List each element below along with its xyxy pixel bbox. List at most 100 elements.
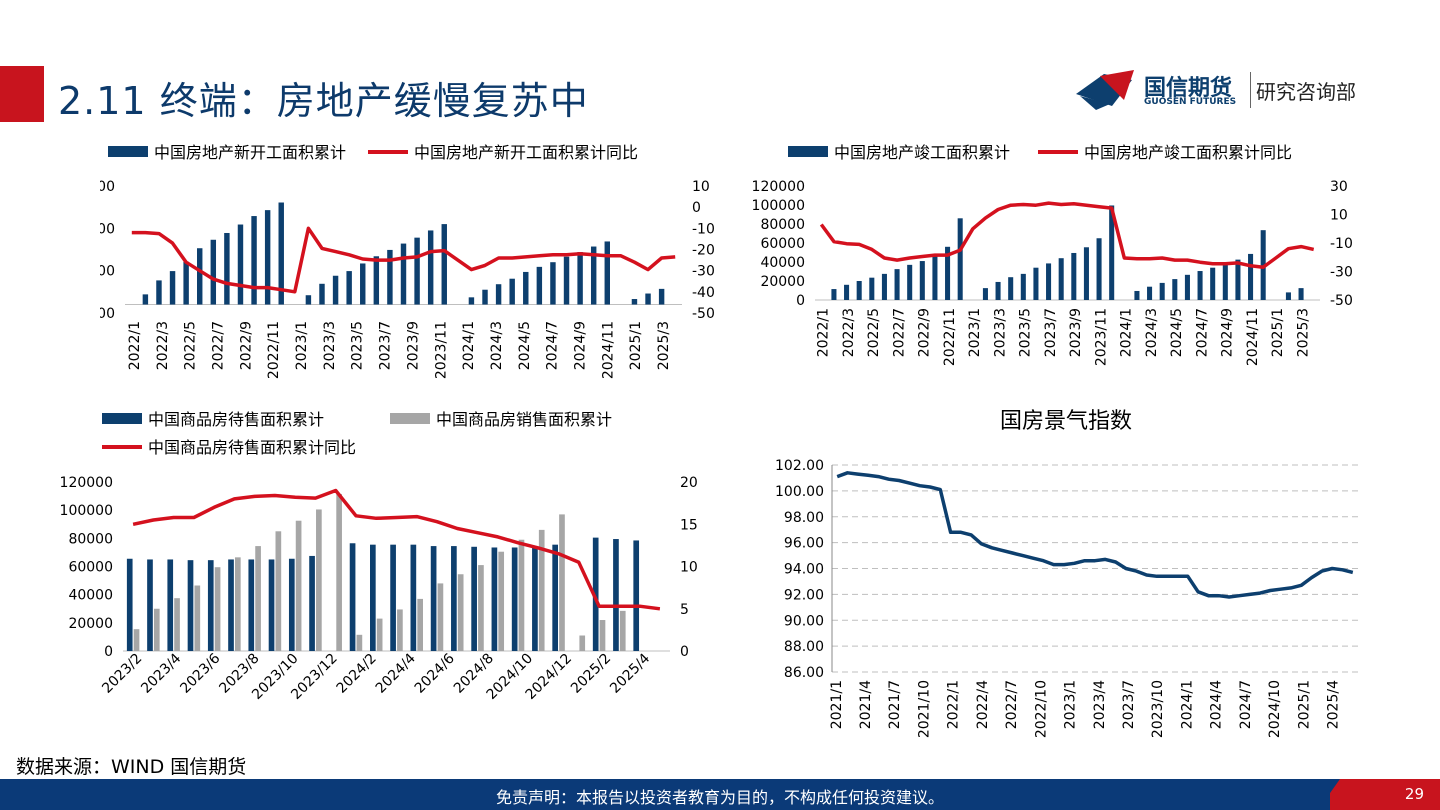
- bar-0: [1008, 277, 1014, 300]
- x-tick-label: 2022/7: [210, 321, 226, 370]
- x-tick-label: 2025/2: [568, 651, 614, 697]
- yoy-line: [819, 201, 1315, 269]
- bar-0: [142, 294, 149, 305]
- bar-0: [1285, 292, 1291, 300]
- yoy-line: [132, 488, 661, 611]
- x-tick-label: 2024/5: [517, 321, 533, 370]
- y-tick-label: 40000: [760, 255, 805, 271]
- bar-0: [268, 559, 275, 651]
- x-tick-label: 2023/7: [1121, 680, 1137, 729]
- x-tick-label: 2023/4: [1092, 680, 1108, 729]
- y-tick-label: 80000: [68, 531, 113, 547]
- legend-label-1: 中国房地产新开工面积累计同比: [414, 143, 638, 162]
- x-tick-label: 2025/4: [607, 650, 653, 696]
- bar-0: [919, 261, 925, 300]
- y-tick-label: 20000: [68, 616, 113, 632]
- y-tick-label: 100000: [60, 503, 113, 519]
- bar-1: [437, 583, 444, 651]
- x-tick-label: 2024/10: [1267, 680, 1283, 738]
- bar-0: [332, 275, 339, 305]
- bar-0: [126, 558, 133, 651]
- bar-0: [592, 537, 599, 651]
- x-tick-label: 2023/11: [1093, 308, 1109, 366]
- bar-1: [255, 546, 261, 651]
- x-tick-label: 2024/5: [1169, 308, 1185, 357]
- x-tick-label: 2023/3: [322, 321, 338, 370]
- logo-mark-icon: [1076, 70, 1134, 110]
- bar-1: [397, 609, 403, 651]
- x-tick-label: 2024/1: [1119, 308, 1135, 357]
- bar-0: [1248, 253, 1254, 300]
- x-tick-label: 2024/3: [1144, 308, 1160, 357]
- x-tick-label: 2025/1: [628, 321, 644, 370]
- bar-0: [319, 283, 325, 305]
- bar-0: [1071, 252, 1077, 300]
- bar-0: [169, 271, 176, 305]
- bar-0: [207, 560, 214, 651]
- legend-label-2: 中国商品房待售面积累计同比: [148, 438, 356, 457]
- bar-0: [1298, 288, 1304, 300]
- bar-0: [1235, 259, 1241, 300]
- y2-tick-label: 20: [680, 475, 698, 491]
- y-tick-label: 0: [796, 293, 805, 309]
- y2-tick-label: 10: [680, 560, 698, 576]
- bar-0: [1083, 247, 1089, 300]
- bar-0: [894, 269, 900, 300]
- bar-0: [552, 544, 559, 651]
- bar-0: [309, 555, 315, 651]
- bar-0: [468, 297, 475, 305]
- x-tick-label: 2024/4: [1209, 680, 1225, 729]
- legend-label-1: 中国商品房销售面积累计: [436, 410, 612, 429]
- y-tick-label: 40000: [68, 588, 113, 604]
- bar-1: [559, 514, 565, 651]
- bar-0: [360, 263, 366, 305]
- y-tick-label: 120000: [752, 179, 805, 195]
- x-tick-label: 2022/1: [127, 321, 143, 370]
- y2-tick-label: 10: [1330, 208, 1348, 224]
- x-tick-label: 2024/2: [334, 651, 380, 697]
- legend-swatch-0: [102, 413, 142, 424]
- y-tick-label: 92.00: [784, 587, 824, 603]
- bar-0: [511, 547, 518, 651]
- legend-label-0: 中国房地产竣工面积累计: [834, 143, 1010, 162]
- x-tick-label: 2023/1: [294, 321, 310, 370]
- x-tick-label: 2023/1: [1063, 680, 1079, 729]
- bar-0: [167, 559, 174, 651]
- y2-tick-label: 0: [680, 644, 689, 660]
- bar-0: [228, 559, 234, 651]
- logo-english: GUOSEN FUTURES: [1144, 97, 1237, 107]
- bar-0: [856, 281, 862, 300]
- bar-1: [376, 618, 383, 651]
- bar-1: [538, 529, 545, 651]
- x-tick-label: 2023/9: [1068, 308, 1084, 357]
- bar-0: [509, 278, 515, 305]
- x-tick-label: 2024/4: [373, 650, 419, 696]
- real-estate-climate-index-chart: 国房景气指数 102.00 100.00 98.00 96.00 94.00 92.00 90…: [775, 409, 1358, 738]
- y2-tick-label: -10: [692, 221, 715, 237]
- x-tick-label: 2023/4: [138, 650, 184, 696]
- bar-0: [491, 547, 498, 651]
- x-tick-label: 2024/1: [461, 321, 477, 370]
- y2-tick-label: 5: [680, 602, 689, 618]
- legend-label-0: 中国商品房待售面积累计: [148, 410, 324, 429]
- bar-0: [1197, 271, 1203, 300]
- x-tick-label: 2022/10: [1033, 680, 1049, 738]
- bar-0: [563, 256, 570, 305]
- x-tick-label: 2023/5: [350, 321, 366, 370]
- bar-0: [346, 271, 352, 305]
- bar-0: [147, 559, 153, 651]
- footer-slant: [1318, 779, 1340, 810]
- x-tick-label: 2024/3: [489, 321, 505, 370]
- y-tick-label: 98.00: [784, 510, 824, 526]
- bar-0: [645, 293, 651, 305]
- y2-tick-label: -30: [692, 264, 715, 280]
- x-tick-label: 2023/7: [1043, 308, 1059, 357]
- bar-0: [441, 224, 447, 305]
- y-tick-label: 20000: [760, 274, 805, 290]
- bar-0: [390, 544, 396, 651]
- bar-0: [523, 271, 529, 305]
- bar-1: [417, 598, 423, 651]
- bar-0: [1096, 238, 1102, 300]
- x-tick-label: 2025/1: [1270, 308, 1286, 357]
